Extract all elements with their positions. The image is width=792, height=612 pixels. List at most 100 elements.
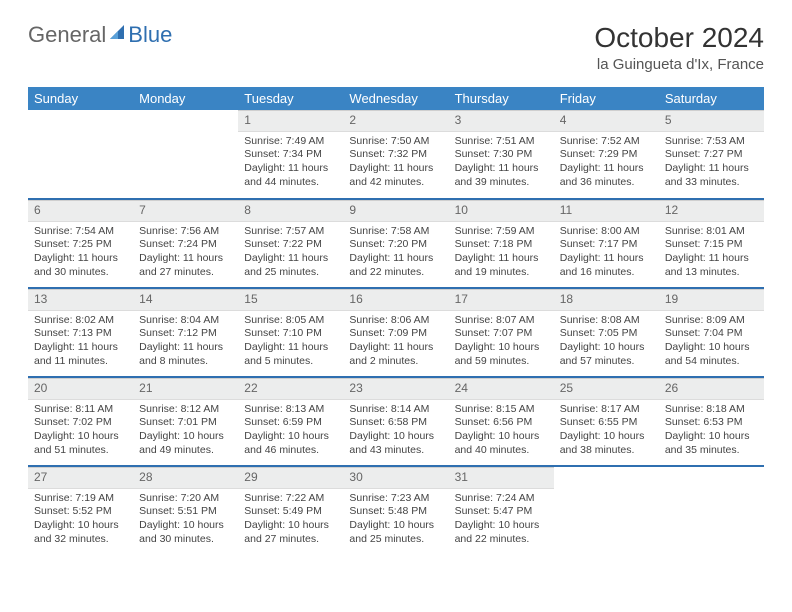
sunrise-text: Sunrise: 7:20 AM — [139, 492, 232, 506]
sunset-text: Sunset: 7:04 PM — [665, 327, 758, 341]
calendar-day-cell: 1Sunrise: 7:49 AMSunset: 7:34 PMDaylight… — [238, 110, 343, 198]
logo-word2: Blue — [128, 22, 172, 48]
sunrise-text: Sunrise: 7:23 AM — [349, 492, 442, 506]
sunset-text: Sunset: 7:12 PM — [139, 327, 232, 341]
logo-sail-icon — [108, 22, 128, 48]
calendar-week-row: 13Sunrise: 8:02 AMSunset: 7:13 PMDayligh… — [28, 288, 764, 376]
sunrise-text: Sunrise: 8:17 AM — [560, 403, 653, 417]
day-number: 16 — [343, 289, 448, 311]
daylight-text: Daylight: 11 hours and 8 minutes. — [139, 341, 232, 368]
day-number: 14 — [133, 289, 238, 311]
day-number: 3 — [449, 110, 554, 132]
day-number: 1 — [238, 110, 343, 132]
day-number: 23 — [343, 378, 448, 400]
day-body: Sunrise: 8:18 AMSunset: 6:53 PMDaylight:… — [659, 402, 764, 461]
sunrise-text: Sunrise: 8:05 AM — [244, 314, 337, 328]
day-number: 19 — [659, 289, 764, 311]
sunset-text: Sunset: 6:59 PM — [244, 416, 337, 430]
day-body: Sunrise: 7:23 AMSunset: 5:48 PMDaylight:… — [343, 491, 448, 550]
calendar-day-cell: 18Sunrise: 8:08 AMSunset: 7:05 PMDayligh… — [554, 288, 659, 376]
weekday-header: Thursday — [449, 87, 554, 110]
day-number: 6 — [28, 200, 133, 222]
weekday-header: Monday — [133, 87, 238, 110]
day-number: 20 — [28, 378, 133, 400]
calendar-day-cell: 12Sunrise: 8:01 AMSunset: 7:15 PMDayligh… — [659, 199, 764, 287]
sunset-text: Sunset: 7:22 PM — [244, 238, 337, 252]
day-number — [133, 110, 238, 114]
sunset-text: Sunset: 5:47 PM — [455, 505, 548, 519]
sunrise-text: Sunrise: 7:51 AM — [455, 135, 548, 149]
daylight-text: Daylight: 11 hours and 39 minutes. — [455, 162, 548, 189]
page-subtitle: la Guingueta d'Ix, France — [594, 56, 764, 73]
sunrise-text: Sunrise: 8:06 AM — [349, 314, 442, 328]
calendar-day-cell: 22Sunrise: 8:13 AMSunset: 6:59 PMDayligh… — [238, 377, 343, 465]
day-body: Sunrise: 7:54 AMSunset: 7:25 PMDaylight:… — [28, 224, 133, 283]
daylight-text: Daylight: 10 hours and 54 minutes. — [665, 341, 758, 368]
sunrise-text: Sunrise: 8:14 AM — [349, 403, 442, 417]
calendar-day-cell: 20Sunrise: 8:11 AMSunset: 7:02 PMDayligh… — [28, 377, 133, 465]
day-number — [554, 467, 659, 471]
sunset-text: Sunset: 7:32 PM — [349, 148, 442, 162]
day-body: Sunrise: 7:51 AMSunset: 7:30 PMDaylight:… — [449, 134, 554, 193]
sunset-text: Sunset: 7:05 PM — [560, 327, 653, 341]
calendar-day-cell: 6Sunrise: 7:54 AMSunset: 7:25 PMDaylight… — [28, 199, 133, 287]
day-body: Sunrise: 8:13 AMSunset: 6:59 PMDaylight:… — [238, 402, 343, 461]
day-number: 15 — [238, 289, 343, 311]
sunrise-text: Sunrise: 8:07 AM — [455, 314, 548, 328]
calendar-day-cell: 31Sunrise: 7:24 AMSunset: 5:47 PMDayligh… — [449, 466, 554, 554]
day-body: Sunrise: 8:07 AMSunset: 7:07 PMDaylight:… — [449, 313, 554, 372]
daylight-text: Daylight: 10 hours and 49 minutes. — [139, 430, 232, 457]
sunrise-text: Sunrise: 8:18 AM — [665, 403, 758, 417]
daylight-text: Daylight: 11 hours and 13 minutes. — [665, 252, 758, 279]
day-number: 22 — [238, 378, 343, 400]
day-number: 5 — [659, 110, 764, 132]
day-body: Sunrise: 7:19 AMSunset: 5:52 PMDaylight:… — [28, 491, 133, 550]
day-number: 10 — [449, 200, 554, 222]
day-body: Sunrise: 7:56 AMSunset: 7:24 PMDaylight:… — [133, 224, 238, 283]
calendar-day-cell — [554, 466, 659, 554]
day-body: Sunrise: 7:52 AMSunset: 7:29 PMDaylight:… — [554, 134, 659, 193]
day-body: Sunrise: 8:00 AMSunset: 7:17 PMDaylight:… — [554, 224, 659, 283]
day-number: 12 — [659, 200, 764, 222]
daylight-text: Daylight: 11 hours and 11 minutes. — [34, 341, 127, 368]
sunset-text: Sunset: 6:53 PM — [665, 416, 758, 430]
sunset-text: Sunset: 5:48 PM — [349, 505, 442, 519]
sunset-text: Sunset: 7:17 PM — [560, 238, 653, 252]
sunrise-text: Sunrise: 7:24 AM — [455, 492, 548, 506]
day-number: 24 — [449, 378, 554, 400]
calendar-day-cell: 15Sunrise: 8:05 AMSunset: 7:10 PMDayligh… — [238, 288, 343, 376]
day-body: Sunrise: 7:59 AMSunset: 7:18 PMDaylight:… — [449, 224, 554, 283]
calendar-header-row: Sunday Monday Tuesday Wednesday Thursday… — [28, 87, 764, 110]
calendar-day-cell: 5Sunrise: 7:53 AMSunset: 7:27 PMDaylight… — [659, 110, 764, 198]
weekday-header: Sunday — [28, 87, 133, 110]
day-body: Sunrise: 7:49 AMSunset: 7:34 PMDaylight:… — [238, 134, 343, 193]
sunrise-text: Sunrise: 8:09 AM — [665, 314, 758, 328]
sunset-text: Sunset: 7:13 PM — [34, 327, 127, 341]
sunrise-text: Sunrise: 8:12 AM — [139, 403, 232, 417]
page-title: October 2024 — [594, 22, 764, 54]
weekday-header: Tuesday — [238, 87, 343, 110]
sunrise-text: Sunrise: 8:02 AM — [34, 314, 127, 328]
calendar-day-cell: 21Sunrise: 8:12 AMSunset: 7:01 PMDayligh… — [133, 377, 238, 465]
day-body: Sunrise: 7:58 AMSunset: 7:20 PMDaylight:… — [343, 224, 448, 283]
day-body: Sunrise: 8:05 AMSunset: 7:10 PMDaylight:… — [238, 313, 343, 372]
daylight-text: Daylight: 11 hours and 5 minutes. — [244, 341, 337, 368]
sunset-text: Sunset: 7:25 PM — [34, 238, 127, 252]
day-number: 17 — [449, 289, 554, 311]
day-body: Sunrise: 7:50 AMSunset: 7:32 PMDaylight:… — [343, 134, 448, 193]
calendar-week-row: 1Sunrise: 7:49 AMSunset: 7:34 PMDaylight… — [28, 110, 764, 198]
sunrise-text: Sunrise: 7:49 AM — [244, 135, 337, 149]
calendar-day-cell: 24Sunrise: 8:15 AMSunset: 6:56 PMDayligh… — [449, 377, 554, 465]
sunset-text: Sunset: 7:07 PM — [455, 327, 548, 341]
day-number: 18 — [554, 289, 659, 311]
day-body: Sunrise: 8:04 AMSunset: 7:12 PMDaylight:… — [133, 313, 238, 372]
day-body: Sunrise: 8:06 AMSunset: 7:09 PMDaylight:… — [343, 313, 448, 372]
sunset-text: Sunset: 7:24 PM — [139, 238, 232, 252]
calendar-day-cell: 29Sunrise: 7:22 AMSunset: 5:49 PMDayligh… — [238, 466, 343, 554]
daylight-text: Daylight: 10 hours and 40 minutes. — [455, 430, 548, 457]
calendar-day-cell: 26Sunrise: 8:18 AMSunset: 6:53 PMDayligh… — [659, 377, 764, 465]
daylight-text: Daylight: 10 hours and 46 minutes. — [244, 430, 337, 457]
calendar-week-row: 20Sunrise: 8:11 AMSunset: 7:02 PMDayligh… — [28, 377, 764, 465]
calendar-day-cell: 9Sunrise: 7:58 AMSunset: 7:20 PMDaylight… — [343, 199, 448, 287]
title-block: October 2024 la Guingueta d'Ix, France — [594, 22, 764, 73]
